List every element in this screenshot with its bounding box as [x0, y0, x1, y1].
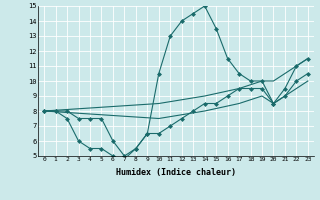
X-axis label: Humidex (Indice chaleur): Humidex (Indice chaleur): [116, 168, 236, 177]
